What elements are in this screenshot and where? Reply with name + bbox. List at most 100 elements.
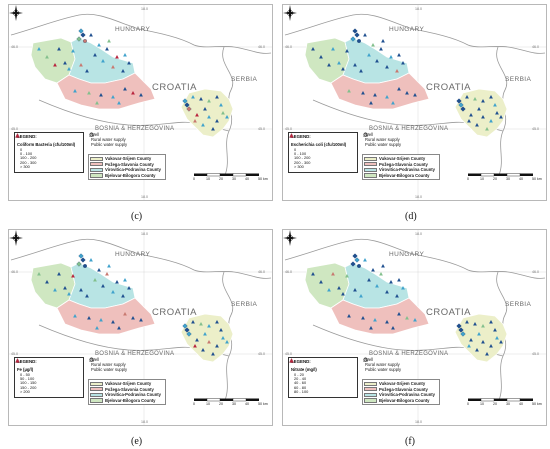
well-marker — [215, 119, 219, 123]
well-marker — [203, 107, 207, 111]
well-marker — [95, 101, 99, 105]
county-legend-row: Virovitica-Podravina County — [364, 167, 438, 173]
scale-tick-label: 20 — [219, 177, 223, 182]
legend-class-label: 150 - 200 — [20, 384, 37, 390]
county-swatch — [90, 167, 103, 173]
scale-tick-label: 30 — [506, 402, 510, 407]
county-legend-row: Vukovar-Srijem County — [364, 156, 438, 162]
county-swatch — [364, 162, 377, 167]
legend-title: Escherichia coli (cfu/100ml) — [291, 142, 347, 147]
county-legend-row: Požega-Slavonia County — [90, 162, 164, 168]
county-legend-label: Bjelovar-Bilogora County — [105, 173, 156, 179]
county-virovitica-podravina — [68, 37, 136, 84]
latitude-label-left-bottom: 45.0 — [285, 352, 292, 356]
county-legend-label: Vukovar-Srijem County — [105, 381, 152, 387]
latitude-label-right-top: 46.0 — [258, 45, 265, 49]
county-swatch — [364, 381, 377, 386]
legend-heading: LEGEND: — [17, 359, 37, 364]
well-marker — [211, 127, 215, 131]
well-marker — [107, 39, 111, 43]
well-marker — [353, 63, 357, 67]
scale-tick-label: 50 km — [532, 402, 542, 407]
water-supply-label: Public water supply — [365, 142, 402, 147]
water-supply-label: Public water supply — [91, 367, 128, 372]
latitude-label-left-top: 46.0 — [11, 270, 18, 274]
county-swatch — [90, 381, 103, 386]
well-marker — [93, 278, 97, 282]
county-swatch — [90, 162, 103, 167]
sample-markers — [37, 28, 229, 131]
well-marker — [375, 284, 379, 288]
well-marker — [53, 63, 57, 67]
well-marker — [353, 288, 357, 292]
well-marker — [37, 272, 41, 276]
well-marker — [413, 318, 417, 322]
public-supply-marker — [357, 39, 361, 43]
well-marker — [79, 63, 83, 67]
well-marker — [191, 320, 195, 324]
sample-markers — [311, 28, 503, 131]
well-marker — [105, 272, 109, 276]
legend-class-label: 60 - 80 — [294, 384, 307, 390]
water-supply-label: Well — [91, 357, 100, 362]
county-legend-row: Vukovar-Srijem County — [90, 381, 164, 387]
longitude-label-top: 18.0 — [415, 7, 422, 11]
water-supply-legend: Well Rural water supply Public water suppl… — [363, 132, 401, 147]
well-marker — [385, 290, 389, 294]
well-marker — [465, 320, 469, 324]
public-supply-marker — [83, 39, 87, 43]
well-marker — [331, 47, 335, 51]
well-marker — [225, 340, 229, 344]
rural-supply-marker — [352, 253, 358, 259]
county-swatch — [90, 392, 103, 398]
latitude-label-left-top: 46.0 — [285, 45, 292, 49]
county-legend-row: Virovitica-Podravina County — [90, 167, 164, 173]
legend-class-triangle-icon — [289, 358, 294, 363]
well-marker — [127, 286, 131, 290]
latitude-label-right-top: 46.0 — [258, 270, 265, 274]
well-marker — [93, 53, 97, 57]
well-marker — [495, 111, 499, 115]
well-marker — [475, 348, 479, 352]
well-marker — [201, 348, 205, 352]
legend-class-label: 50 - 100 — [20, 376, 35, 382]
well-marker — [89, 258, 93, 262]
map-canvas — [9, 5, 272, 200]
latitude-label-right-top: 46.0 — [532, 45, 539, 49]
well-marker — [73, 89, 77, 93]
legend-class-row: 80 - 100 — [289, 358, 355, 394]
well-marker — [117, 101, 121, 105]
country-label-bosnia: BOSNIA & HERZEGOVINA — [369, 126, 449, 132]
well-marker — [489, 320, 493, 324]
map-frame: HUNGARY CROATIA SERBIA BOSNIA & HERZEGOV… — [282, 229, 547, 426]
well-marker — [381, 264, 385, 268]
well-marker — [111, 95, 115, 99]
well-marker — [385, 320, 389, 324]
map-canvas — [283, 5, 546, 200]
latitude-label-right-top: 46.0 — [532, 270, 539, 274]
circle-icon — [363, 357, 368, 362]
scale-bar: 0 10 20 30 40 50 km — [467, 173, 542, 183]
longitude-label-top: 18.0 — [141, 7, 148, 11]
map-frame: HUNGARY CROATIA SERBIA BOSNIA & HERZEGOV… — [282, 4, 547, 201]
rural-supply-marker — [78, 253, 84, 259]
well-marker — [123, 87, 127, 91]
well-marker — [379, 272, 383, 276]
latitude-label-left-bottom: 45.0 — [11, 352, 18, 356]
county-legend-row: Požega-Slavonia County — [364, 387, 438, 393]
county-swatch — [90, 387, 103, 392]
county-legend-label: Bjelovar-Bilogora County — [379, 173, 430, 179]
rural-supply-marker — [460, 106, 466, 112]
water-supply-label: Well — [365, 132, 374, 137]
well-marker — [203, 332, 207, 336]
well-marker — [207, 99, 211, 103]
circle-icon — [89, 132, 94, 137]
well-marker — [395, 69, 399, 73]
rural-supply-marker — [182, 323, 188, 329]
well-marker — [131, 91, 135, 95]
legend-class-label: 100 - 200 — [294, 155, 311, 161]
well-marker — [311, 47, 315, 51]
rural-supply-marker — [80, 257, 86, 263]
well-marker — [467, 344, 471, 348]
well-marker — [57, 272, 61, 276]
